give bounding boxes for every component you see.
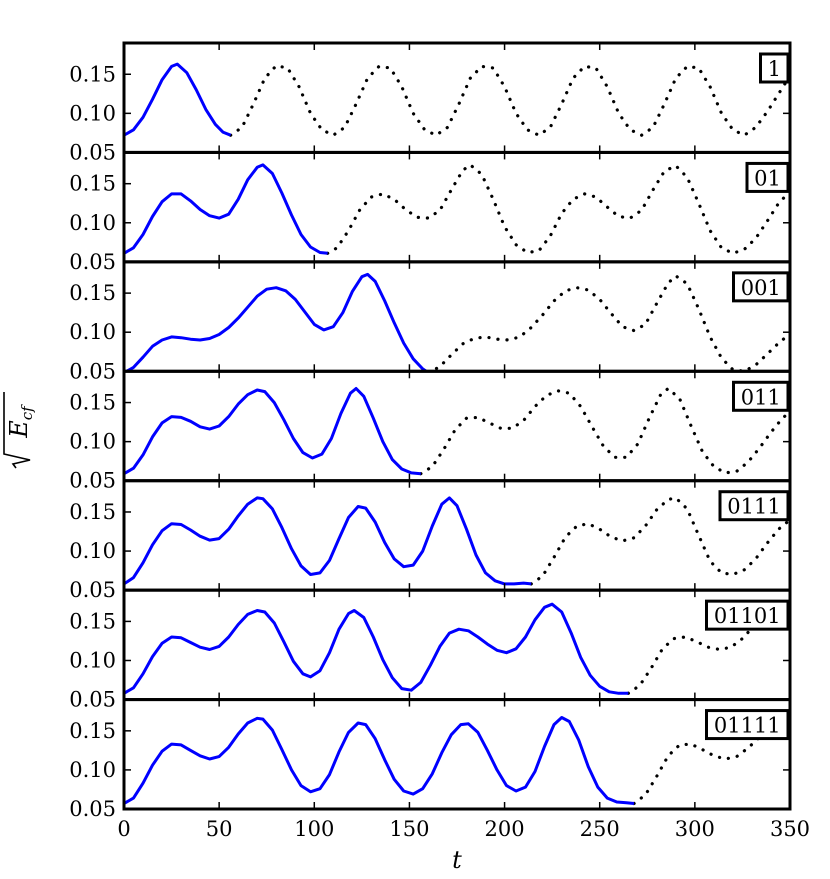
y-tick-label: 0.10 <box>69 648 116 672</box>
panel-label: 011 <box>741 385 781 409</box>
y-tick-label: 0.10 <box>69 320 116 344</box>
panel-frame <box>122 260 792 373</box>
x-tick-label: 0 <box>117 817 130 841</box>
series-periodic-orbit-0111 <box>529 496 790 586</box>
x-tick-label: 200 <box>485 817 525 841</box>
panel-label-box <box>732 380 790 412</box>
x-tick-label: 100 <box>294 817 334 841</box>
panel-frame <box>122 41 792 154</box>
y-tick-label: 0.15 <box>69 719 116 743</box>
series-periodic-orbit-01111 <box>632 724 790 806</box>
y-axis-label-radical <box>3 392 31 469</box>
panel-label-box <box>732 271 790 303</box>
x-tick-label: 150 <box>389 817 429 841</box>
panel-011: 0.05 0.10 0.15 011 <box>69 369 792 493</box>
x-tick-label: 300 <box>675 817 715 841</box>
y-tick-label: 0.10 <box>69 539 116 563</box>
y-tick-label: 0.10 <box>69 211 116 235</box>
panel-label: 0111 <box>727 495 780 519</box>
panel-0111: 0.05 0.10 0.15 0111 <box>69 479 792 602</box>
y-tick-label: 0.05 <box>69 688 116 712</box>
panel-label: 01111 <box>714 714 781 738</box>
y-tick-label: 0.10 <box>69 430 116 454</box>
panel-label-box <box>705 709 790 741</box>
panel-label: 01101 <box>714 604 781 628</box>
y-tick-label: 0.10 <box>69 758 116 782</box>
panels-group: 0.050.100.15 10.050.100.15 010.050.100.15 0… <box>69 41 792 821</box>
panel-label: 1 <box>768 57 781 81</box>
series-trajectory-01 <box>124 163 328 255</box>
series-trajectory-01101 <box>124 602 629 695</box>
series-trajectory-001 <box>124 272 429 372</box>
y-tick-label: 0.15 <box>69 62 116 86</box>
x-tick-label: 250 <box>580 817 620 841</box>
panel-001: 0.05 0.10 0.15 001 <box>69 260 792 383</box>
panel-frame <box>122 150 792 264</box>
series-trajectory-011 <box>124 387 421 476</box>
series-trajectory-1 <box>124 62 232 137</box>
panel-label-box <box>745 161 790 193</box>
panel-label-box <box>705 599 790 631</box>
y-tick-label: 0.15 <box>69 172 116 196</box>
panel-label-box <box>759 52 790 84</box>
x-axis-label: t <box>452 846 462 874</box>
panel-label: 01 <box>754 166 781 190</box>
x-tick-label: 350 <box>770 817 810 841</box>
x-tick-label: 50 <box>206 817 233 841</box>
panel-label-box <box>718 490 790 522</box>
y-tick-label: 0.15 <box>69 609 116 633</box>
y-tick-label: 0.05 <box>69 250 116 274</box>
panel-frame <box>122 588 792 702</box>
panel-1: 0.05 0.10 0.15 1 <box>69 41 792 164</box>
y-axis-label: Ecf <box>3 392 36 469</box>
y-axis-label-text: Ecf <box>5 404 36 439</box>
y-tick-label: 0.10 <box>69 101 116 125</box>
y-tick-label: 0.05 <box>69 797 116 821</box>
y-tick-label: 0.05 <box>69 578 116 602</box>
series-periodic-orbit-011 <box>419 386 790 476</box>
panel-label: 001 <box>741 276 781 300</box>
series-trajectory-01111 <box>124 716 635 805</box>
panel-01: 0.05 0.10 0.15 01 <box>69 150 792 274</box>
x-tick-labels: 0 50 100 150 200 250 300 350 <box>117 817 810 841</box>
series-periodic-orbit-01 <box>326 162 790 256</box>
panel-frame <box>122 698 792 811</box>
y-tick-label: 0.15 <box>69 391 116 415</box>
y-tick-label: 0.05 <box>69 140 116 164</box>
panel-01101: 0.05 0.10 0.15 01101 <box>69 588 792 712</box>
y-tick-label: 0.05 <box>69 469 116 493</box>
y-tick-label: 0.15 <box>69 281 116 305</box>
panel-01111: 0.05 0.10 0.15 01111 <box>69 698 792 821</box>
series-periodic-orbit-001 <box>427 273 790 372</box>
y-tick-label: 0.15 <box>69 500 116 524</box>
series-trajectory-0111 <box>124 496 532 586</box>
series-periodic-orbit-1 <box>229 63 790 138</box>
y-tick-label: 0.05 <box>69 359 116 383</box>
